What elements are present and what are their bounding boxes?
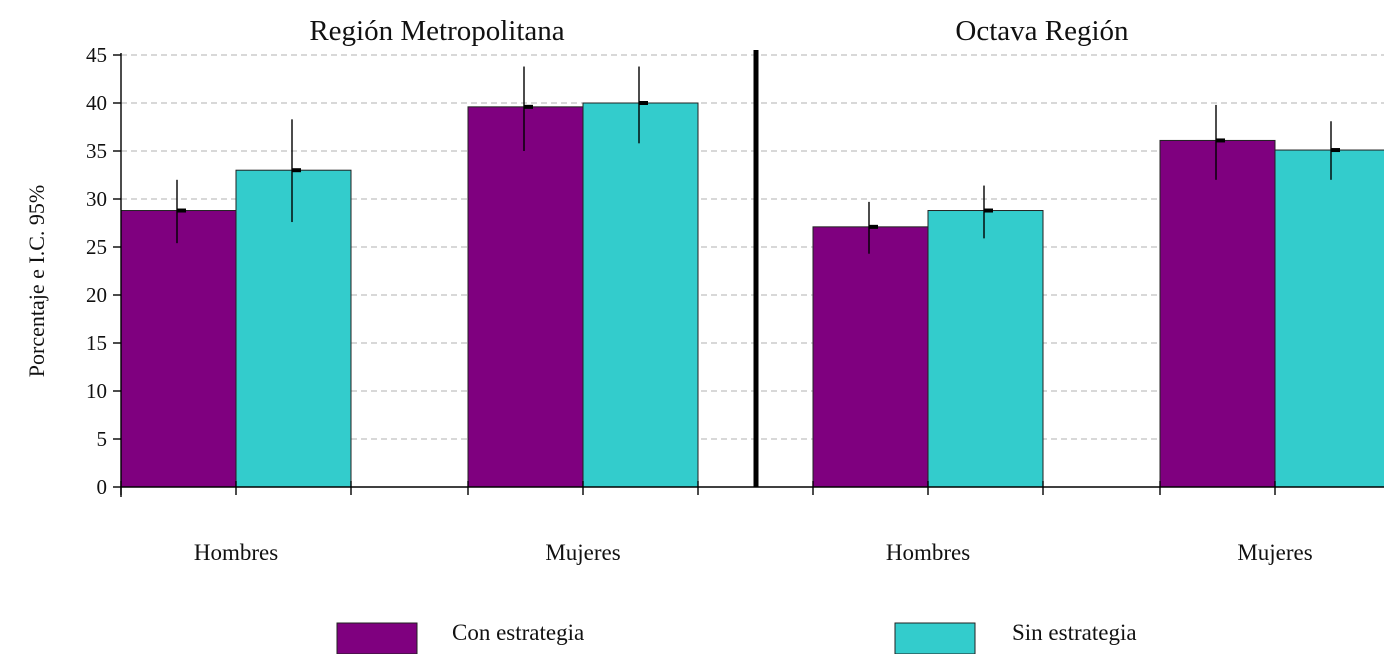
x-category-label: Mujeres	[1237, 540, 1312, 565]
y-tick-label: 30	[86, 187, 107, 211]
y-tick-label: 40	[86, 91, 107, 115]
x-category-label: Mujeres	[545, 540, 620, 565]
labels: 0 5 10 15 20 25 30 35 40 45 Porcentaje e I.C. 95% R…	[24, 15, 1313, 565]
legend: Con estrategia Sin estrategia	[336, 620, 1137, 654]
panel-title: Región Metropolitana	[309, 15, 564, 47]
y-tick-label: 25	[86, 235, 107, 259]
legend-label: Sin estrategia	[1012, 620, 1137, 645]
y-tick-label: 35	[86, 139, 107, 163]
bar	[235, 169, 352, 488]
error-bar-mean-marker	[524, 104, 533, 109]
error-bar-mean-marker	[177, 208, 186, 213]
bar	[467, 106, 584, 488]
y-tick-label: 15	[86, 331, 107, 355]
error-bar-mean-marker	[984, 208, 993, 213]
bar	[1274, 149, 1384, 488]
error-bars	[176, 66, 1340, 254]
error-bar-mean-marker	[292, 168, 301, 173]
x-category-label: Hombres	[886, 540, 970, 565]
bar	[582, 102, 699, 488]
y-axis-title: Porcentaje e I.C. 95%	[24, 185, 49, 377]
y-tick-label: 5	[97, 427, 108, 451]
bar	[927, 210, 1044, 488]
y-tick-label: 0	[97, 475, 108, 499]
panel-title: Octava Región	[955, 15, 1129, 47]
error-bar-mean-marker	[639, 101, 648, 105]
legend-swatch	[894, 622, 976, 654]
error-bar-mean-marker	[869, 224, 878, 229]
axes	[113, 50, 1384, 497]
y-tick-label: 10	[86, 379, 107, 403]
bar	[120, 210, 237, 488]
y-tick-label: 20	[86, 283, 107, 307]
bars	[120, 102, 1384, 488]
legend-swatch	[336, 622, 418, 654]
bar	[1159, 139, 1276, 488]
bar	[812, 226, 929, 488]
error-bar-mean-marker	[1331, 148, 1340, 153]
error-bar-mean-marker	[1216, 138, 1225, 143]
y-tick-label: 45	[86, 43, 107, 67]
legend-label: Con estrategia	[452, 620, 584, 645]
x-category-label: Hombres	[194, 540, 278, 565]
